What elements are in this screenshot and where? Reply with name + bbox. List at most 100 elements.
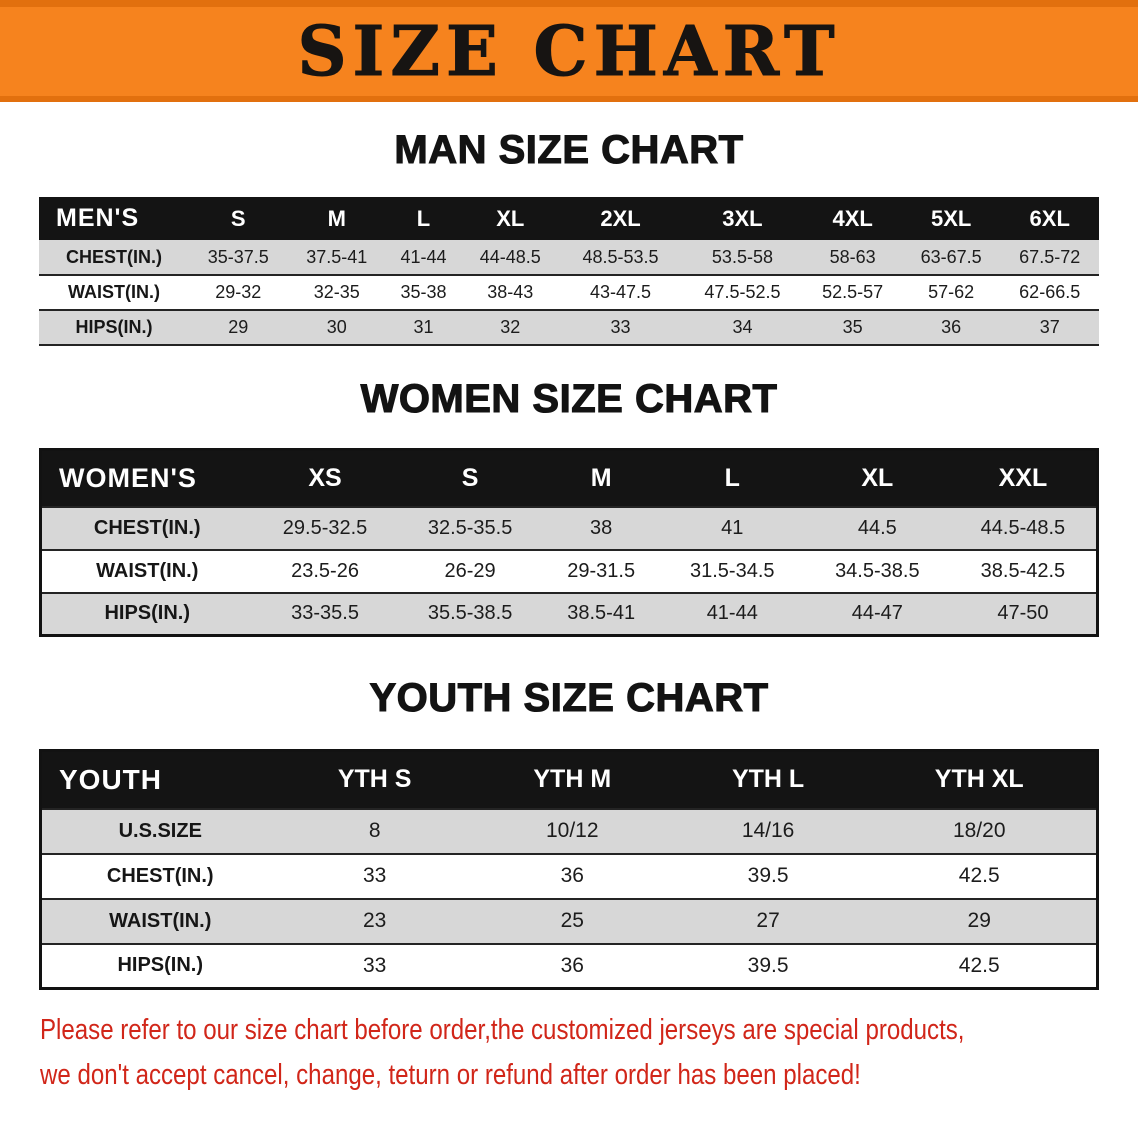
table-row: CHEST(IN.) 35-37.5 37.5-41 41-44 44-48.5 48.5… bbox=[39, 240, 1099, 275]
size-value-cell: 44.5-48.5 bbox=[980, 516, 1066, 539]
youth-table-head: YOUTH YTH S YTH M YTH L YTH XL bbox=[40, 750, 1098, 809]
size-value-cell: 37.5-41 bbox=[306, 246, 368, 267]
women-table-head: WOMEN'S XS S M L XL XXL bbox=[40, 449, 1098, 507]
youth-size-col-yth-xl: YTH XL bbox=[862, 750, 1098, 809]
men-corner-label: MEN'S bbox=[39, 197, 189, 240]
size-value-cell: 36 bbox=[941, 317, 962, 337]
size-value-cell: 33 bbox=[362, 953, 387, 977]
row-label: WAIST(IN.) bbox=[109, 909, 212, 932]
size-value-cell: 47.5-52.5 bbox=[704, 282, 781, 302]
size-value-cell: 39.5 bbox=[747, 864, 789, 887]
size-value-cell: 23 bbox=[362, 909, 387, 932]
men-section: MAN SIZE CHART MEN'S S M L XL 2XL 3XL 4XL 5XL 6XL… bbox=[0, 127, 1138, 346]
size-value-cell: 44-48.5 bbox=[479, 246, 541, 267]
size-value-cell: 33 bbox=[362, 864, 387, 887]
row-label: WAIST(IN.) bbox=[96, 559, 199, 582]
men-header-row: MEN'S S M L XL 2XL 3XL 4XL 5XL 6XL bbox=[39, 197, 1099, 240]
men-size-col-xl: XL bbox=[461, 197, 560, 240]
size-value-cell: 57-62 bbox=[928, 282, 975, 302]
men-size-table: MEN'S S M L XL 2XL 3XL 4XL 5XL 6XL CHEST(IN.) 35-37… bbox=[39, 197, 1099, 346]
size-value-cell: 34 bbox=[732, 317, 753, 337]
size-value-cell: 44-47 bbox=[851, 602, 903, 625]
size-value-cell: 43-47.5 bbox=[589, 282, 652, 302]
youth-size-col-yth-s: YTH S bbox=[278, 750, 471, 809]
disclaimer-note: Please refer to our size chart before or… bbox=[40, 1008, 1138, 1098]
size-value-cell: 48.5-53.5 bbox=[582, 246, 659, 267]
size-value-cell: 37 bbox=[1039, 317, 1060, 337]
youth-table-body: U.S.SIZE 8 10/12 14/16 18/20 CHEST(IN.) 33 36 39… bbox=[40, 808, 1098, 989]
men-size-col-l: L bbox=[386, 197, 462, 240]
men-size-col-s: S bbox=[189, 197, 288, 240]
size-value-cell: 29 bbox=[228, 317, 249, 337]
men-table-body: CHEST(IN.) 35-37.5 37.5-41 41-44 44-48.5 48.5… bbox=[39, 240, 1099, 345]
women-size-col-l: L bbox=[659, 449, 805, 507]
row-label: HIPS(IN.) bbox=[104, 602, 191, 625]
table-row: WAIST(IN.) 23.5-26 26-29 29-31.5 31.5-34.5 34… bbox=[40, 549, 1098, 593]
men-size-col-6xl: 6XL bbox=[1000, 197, 1099, 240]
table-row: WAIST(IN.) 23 25 27 29 bbox=[40, 898, 1098, 944]
women-size-col-s: S bbox=[397, 449, 543, 507]
size-chart-page: SIZE CHART MAN SIZE CHART MEN'S S M L XL 2XL 3… bbox=[0, 0, 1138, 1098]
row-label: U.S.SIZE bbox=[118, 819, 202, 842]
youth-section-heading: YOUTH SIZE CHART bbox=[369, 675, 769, 720]
size-value-cell: 41-44 bbox=[706, 602, 758, 625]
size-value-cell: 30 bbox=[326, 317, 347, 337]
women-corner-label: WOMEN'S bbox=[40, 449, 253, 507]
women-size-col-xxl: XXL bbox=[949, 449, 1098, 507]
table-row: HIPS(IN.) 33-35.5 35.5-38.5 38.5-41 41-44 44-… bbox=[40, 592, 1098, 636]
size-value-cell: 52.5-57 bbox=[822, 282, 884, 302]
size-value-cell: 33 bbox=[610, 317, 631, 337]
row-label: HIPS(IN.) bbox=[75, 317, 153, 337]
men-size-col-3xl: 3XL bbox=[681, 197, 804, 240]
men-table-head: MEN'S S M L XL 2XL 3XL 4XL 5XL 6XL bbox=[39, 197, 1099, 240]
men-size-col-m: M bbox=[287, 197, 386, 240]
youth-size-col-yth-m: YTH M bbox=[470, 750, 674, 809]
size-value-cell: 58-63 bbox=[829, 246, 876, 267]
banner: SIZE CHART bbox=[0, 0, 1138, 102]
size-value-cell: 41-44 bbox=[400, 246, 447, 267]
size-value-cell: 35-37.5 bbox=[207, 246, 269, 267]
men-size-col-4xl: 4XL bbox=[803, 197, 902, 240]
youth-header-row: YOUTH YTH S YTH M YTH L YTH XL bbox=[40, 750, 1098, 809]
size-value-cell: 34.5-38.5 bbox=[835, 559, 920, 582]
women-table-body: CHEST(IN.) 29.5-32.5 32.5-35.5 38 41 44.5 44.5… bbox=[40, 506, 1098, 636]
row-label: CHEST(IN.) bbox=[93, 516, 201, 539]
banner-title: SIZE CHART bbox=[297, 11, 841, 92]
women-header-row: WOMEN'S XS S M L XL XXL bbox=[40, 449, 1098, 507]
row-label: WAIST(IN.) bbox=[68, 282, 160, 302]
youth-corner-label: YOUTH bbox=[40, 750, 279, 809]
size-value-cell: 67.5-72 bbox=[1019, 246, 1081, 267]
row-label: CHEST(IN.) bbox=[106, 864, 214, 887]
size-value-cell: 42.5 bbox=[958, 953, 1000, 977]
size-value-cell: 32 bbox=[500, 317, 521, 337]
men-size-col-2xl: 2XL bbox=[559, 197, 682, 240]
men-section-heading: MAN SIZE CHART bbox=[394, 127, 744, 172]
size-value-cell: 33-35.5 bbox=[291, 602, 359, 625]
youth-size-col-yth-l: YTH L bbox=[673, 750, 863, 809]
table-row: HIPS(IN.) 33 36 39.5 42.5 bbox=[40, 943, 1098, 989]
women-size-col-xl: XL bbox=[804, 449, 950, 507]
size-value-cell: 27 bbox=[756, 909, 780, 932]
size-value-cell: 14/16 bbox=[741, 819, 795, 842]
size-value-cell: 31.5-34.5 bbox=[690, 559, 775, 582]
table-row: U.S.SIZE 8 10/12 14/16 18/20 bbox=[40, 808, 1098, 854]
size-value-cell: 35-38 bbox=[400, 282, 447, 302]
size-value-cell: 23.5-26 bbox=[291, 559, 359, 582]
size-value-cell: 39.5 bbox=[747, 953, 789, 977]
size-value-cell: 31 bbox=[413, 317, 434, 337]
size-value-cell: 63-67.5 bbox=[920, 246, 982, 267]
size-value-cell: 26-29 bbox=[444, 559, 496, 582]
size-value-cell: 35 bbox=[842, 317, 863, 337]
size-value-cell: 29-32 bbox=[215, 282, 262, 302]
table-row: CHEST(IN.) 29.5-32.5 32.5-35.5 38 41 44.5 44.5… bbox=[40, 506, 1098, 550]
size-value-cell: 62-66.5 bbox=[1019, 282, 1081, 302]
size-value-cell: 36 bbox=[560, 864, 584, 887]
size-value-cell: 18/20 bbox=[952, 819, 1006, 842]
size-value-cell: 32-35 bbox=[313, 282, 360, 302]
men-size-col-5xl: 5XL bbox=[901, 197, 1001, 240]
table-row: CHEST(IN.) 33 36 39.5 42.5 bbox=[40, 853, 1098, 899]
size-value-cell: 25 bbox=[560, 909, 584, 932]
size-value-cell: 38.5-42.5 bbox=[980, 559, 1066, 582]
youth-size-table: YOUTH YTH S YTH M YTH L YTH XL U.S.SIZE 8 10/12… bbox=[39, 749, 1099, 990]
size-value-cell: 38-43 bbox=[487, 282, 534, 302]
